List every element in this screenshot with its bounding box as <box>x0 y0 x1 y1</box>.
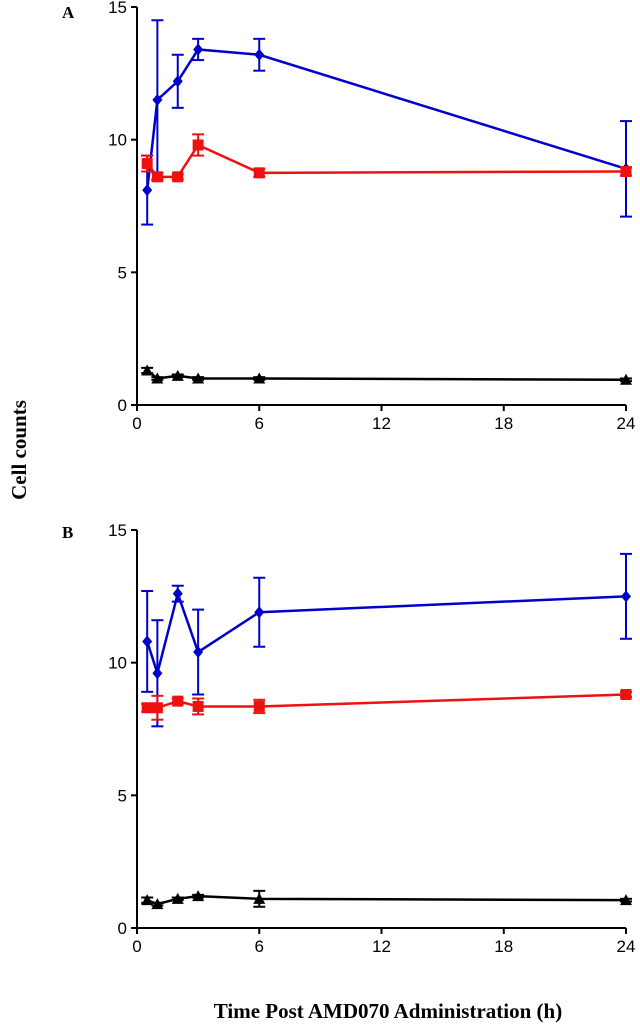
data-point <box>192 139 204 151</box>
y-tick-label: 10 <box>108 131 127 150</box>
series-diamond <box>141 552 632 728</box>
series-line <box>146 143 627 179</box>
series-line <box>146 894 627 906</box>
x-axis-title: Time Post AMD070 Administration (h) <box>214 999 562 1023</box>
y-tick-label: 15 <box>108 521 127 540</box>
panel-b-letter: B <box>62 523 73 542</box>
data-point <box>192 890 205 902</box>
x-tick-label: 18 <box>494 937 513 956</box>
data-point <box>621 590 631 603</box>
series-line <box>145 589 627 678</box>
data-point <box>141 158 153 170</box>
data-point <box>151 702 163 714</box>
data-point <box>141 702 153 714</box>
x-tick-label: 12 <box>372 414 391 433</box>
panel-b: B 0 5 10 15 0 6 12 18 24 <box>62 521 635 956</box>
series-triangle <box>141 364 632 385</box>
data-point <box>151 171 163 183</box>
x-tick-label: 0 <box>132 414 141 433</box>
x-tick-label: 6 <box>255 414 264 433</box>
data-point <box>152 93 163 106</box>
data-point <box>254 606 265 619</box>
series-diamond <box>141 19 632 226</box>
data-point <box>192 700 204 712</box>
y-tick-label: 10 <box>108 654 127 673</box>
series-square <box>141 133 632 183</box>
x-tick-label: 12 <box>372 937 391 956</box>
data-point <box>253 700 265 712</box>
y-tick-label: 0 <box>118 396 127 415</box>
data-point <box>172 695 184 707</box>
y-tick-label: 15 <box>108 0 127 17</box>
data-point <box>152 667 163 680</box>
y-tick-label: 5 <box>118 786 127 805</box>
data-point <box>193 43 204 56</box>
data-point <box>151 898 164 910</box>
data-point <box>171 892 184 904</box>
data-point <box>141 894 154 906</box>
data-point <box>620 689 632 701</box>
y-tick-label: 0 <box>118 919 127 938</box>
panel-a-letter: A <box>62 3 75 22</box>
series-line <box>147 693 627 710</box>
data-point <box>172 587 183 600</box>
series-square <box>141 689 632 721</box>
x-tick-label: 24 <box>617 414 636 433</box>
data-point <box>620 166 632 178</box>
series-triangle <box>141 889 632 910</box>
data-point <box>172 75 183 88</box>
data-point <box>620 894 632 906</box>
data-point <box>254 48 265 61</box>
data-point <box>141 364 154 376</box>
y-tick-label: 5 <box>118 263 127 282</box>
data-point <box>192 372 205 384</box>
panel-a: A 0 5 10 15 0 6 12 18 24 <box>62 0 635 433</box>
data-point <box>253 372 266 384</box>
data-point <box>253 167 265 179</box>
x-tick-label: 6 <box>255 937 264 956</box>
x-tick-label: 24 <box>617 937 636 956</box>
x-tick-label: 0 <box>132 937 141 956</box>
data-point <box>171 369 184 381</box>
data-point <box>253 892 266 904</box>
data-point <box>620 373 632 385</box>
series-line <box>146 369 627 382</box>
data-point <box>142 184 153 197</box>
data-point <box>172 171 184 183</box>
series-line <box>145 48 627 191</box>
data-point <box>151 372 164 384</box>
y-axis-title: Cell counts <box>7 400 31 500</box>
data-point <box>193 646 204 659</box>
data-point <box>142 635 153 648</box>
x-tick-label: 18 <box>494 414 513 433</box>
